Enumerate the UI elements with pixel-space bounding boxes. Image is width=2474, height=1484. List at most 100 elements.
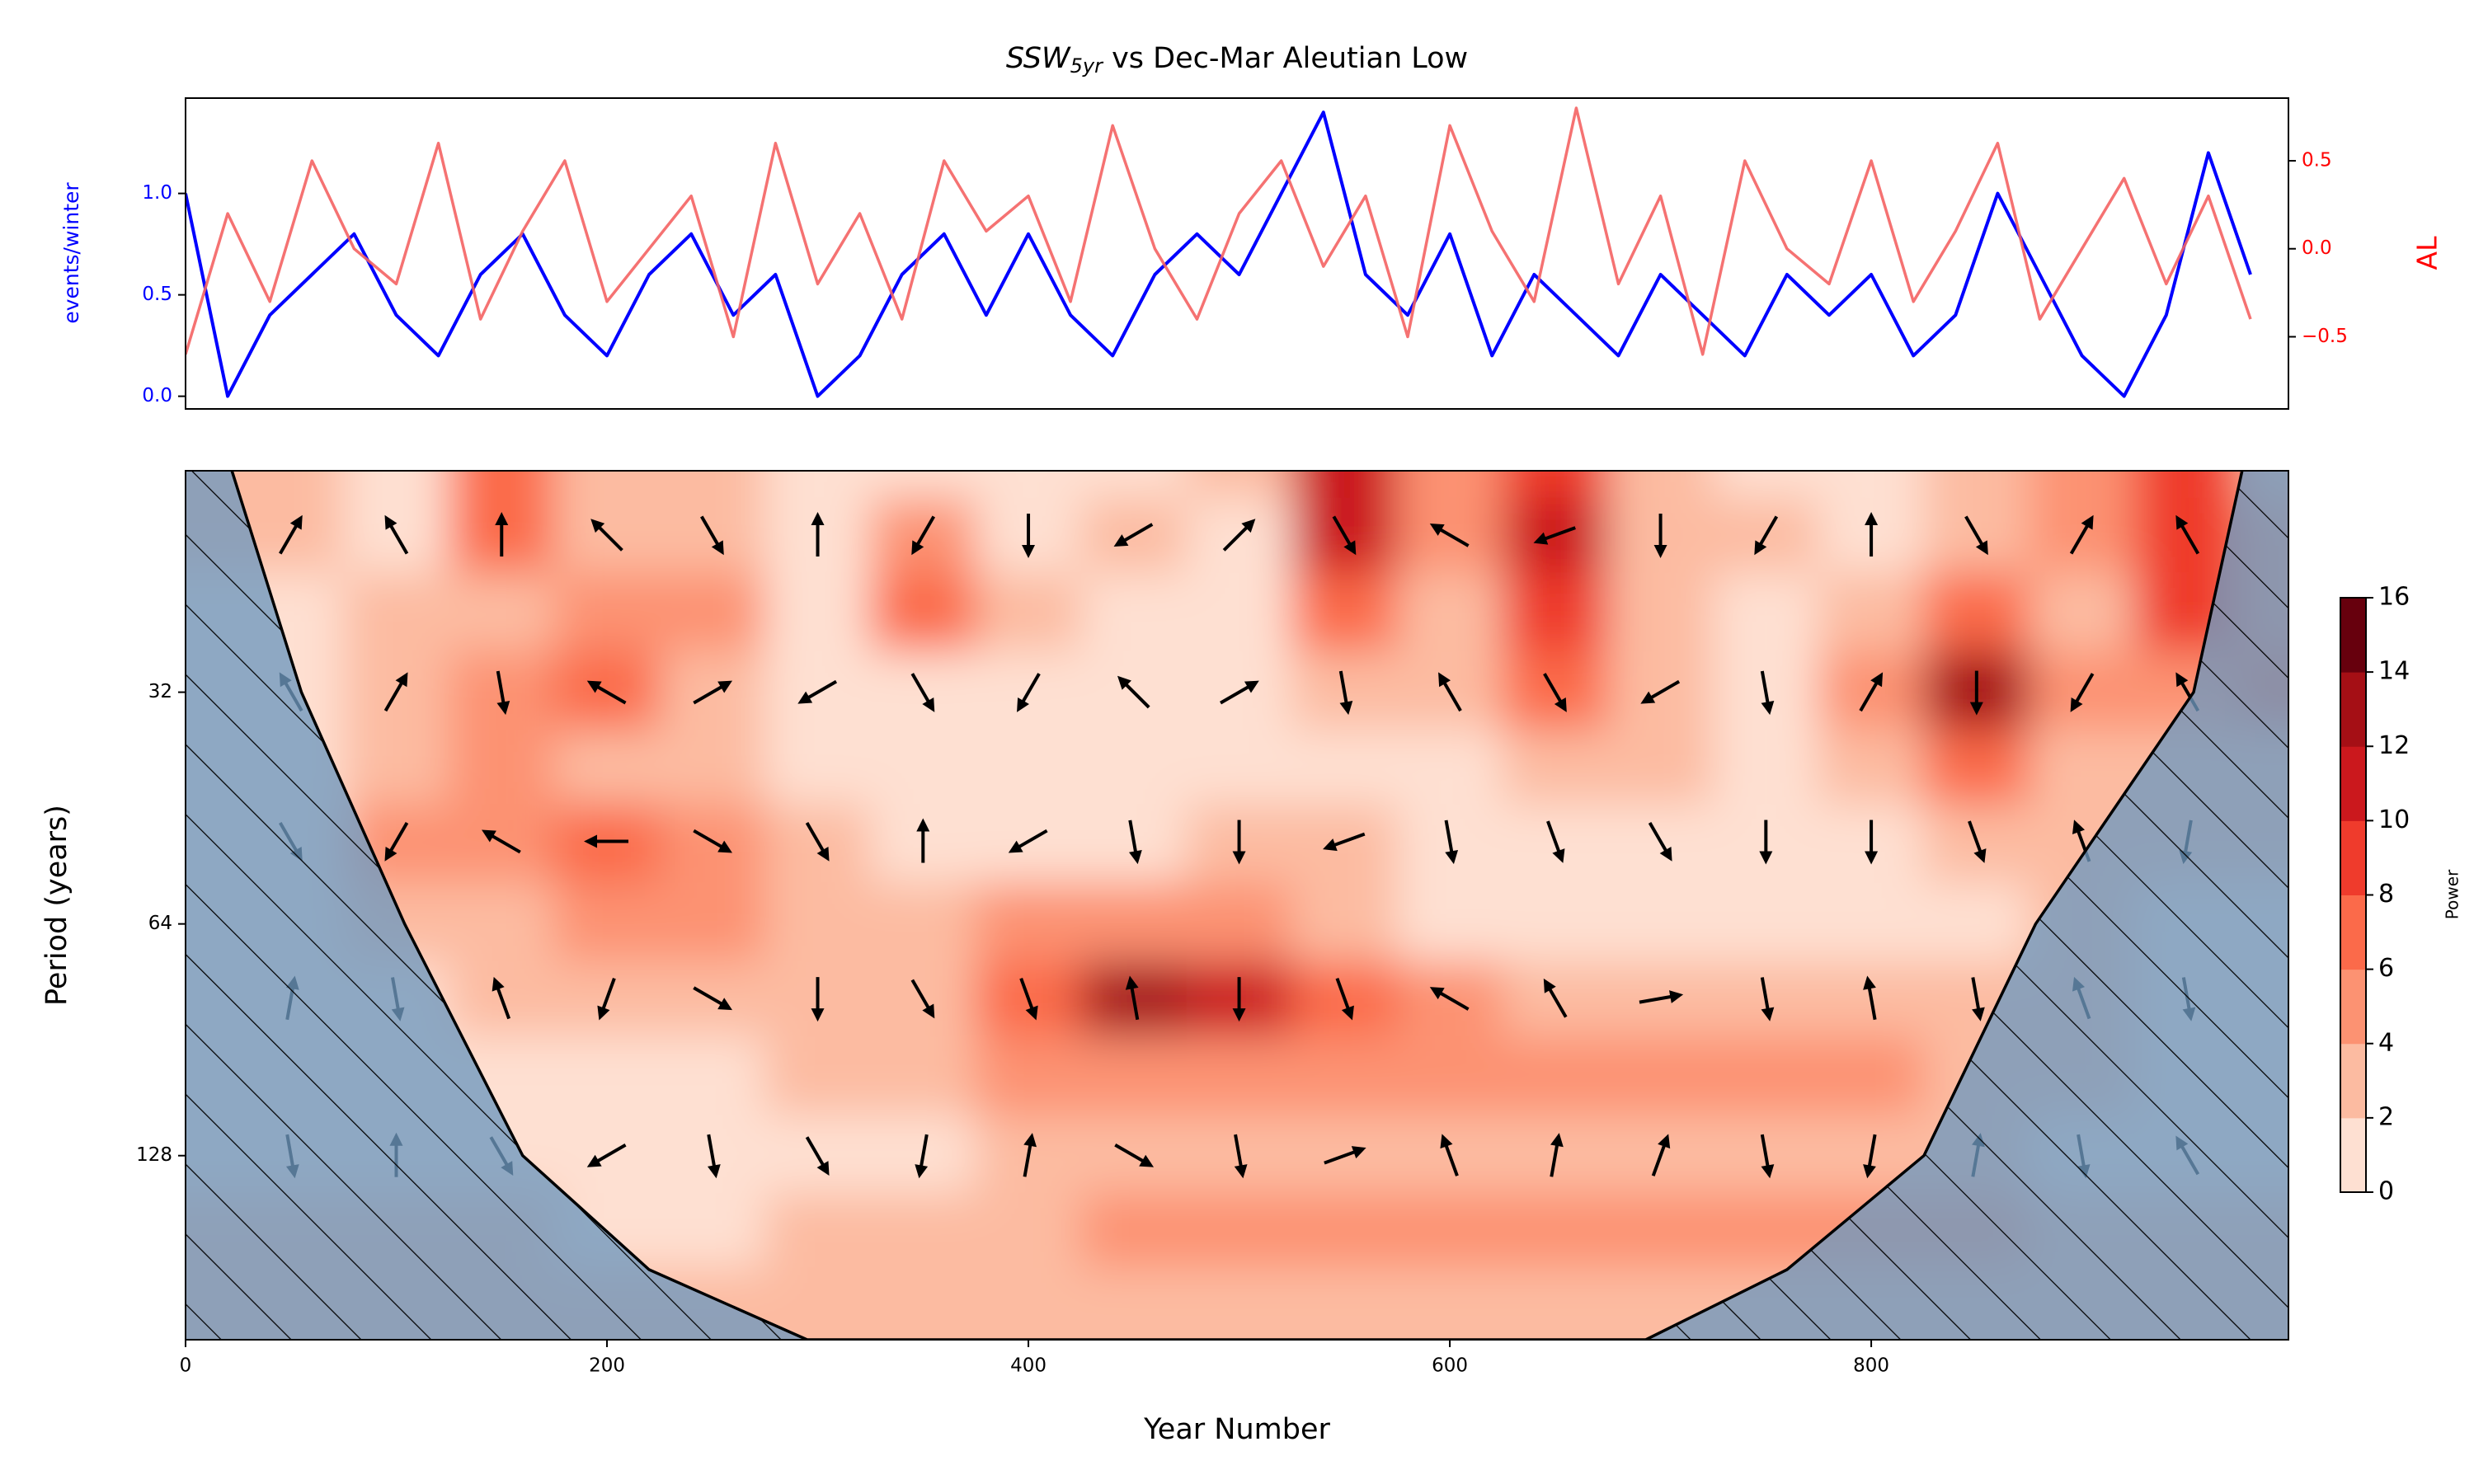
colorbar-tick-label: 2 — [2378, 1102, 2394, 1131]
power-cell — [1502, 882, 1609, 962]
arrow-head — [1017, 697, 1029, 712]
power-cell — [1502, 1036, 1609, 1115]
colorbar-tick-label: 0 — [2378, 1177, 2394, 1206]
phase-arrow — [1760, 977, 1775, 1021]
arrow-shaft — [1222, 524, 1250, 552]
phase-arrow — [1865, 819, 1879, 865]
power-cell — [659, 1192, 766, 1268]
arrow-head — [922, 1003, 935, 1019]
phase-arrow — [2070, 673, 2095, 712]
phase-arrow — [584, 834, 629, 848]
power-cell — [1502, 1267, 1609, 1340]
arrow-head — [496, 701, 510, 716]
arrow-shaft — [1859, 679, 1879, 712]
arrow-head — [1863, 1164, 1876, 1179]
arrow-head — [811, 1008, 825, 1022]
phase-arrow — [482, 829, 521, 854]
arrow-head — [1863, 975, 1876, 990]
title-rest: vs Dec-Mar Aleutian Low — [1103, 42, 1468, 75]
power-cell — [1607, 729, 1714, 805]
arrow-head — [1022, 545, 1036, 559]
plot-area — [186, 106, 2252, 398]
arrow-head — [1870, 672, 1884, 688]
power-cell — [1080, 572, 1188, 652]
phase-arrow — [916, 818, 930, 863]
arrow-shaft — [1651, 1142, 1667, 1176]
arrow-head — [1533, 532, 1549, 545]
phase-arrow — [1968, 820, 1987, 863]
phase-arrow — [1546, 820, 1565, 863]
arrow-shaft — [1338, 670, 1349, 706]
arrow-head — [797, 691, 813, 704]
arrow-shaft — [1648, 679, 1681, 701]
power-cell — [449, 804, 555, 884]
phase-arrow — [811, 977, 825, 1022]
arrow-head — [1865, 512, 1879, 526]
colorbar-tick-label: 14 — [2378, 657, 2410, 686]
colorbar-tick-label: 6 — [2378, 954, 2394, 983]
power-cell — [554, 572, 661, 652]
y-tick-label: 32 — [148, 681, 172, 702]
arrow-shaft — [1020, 673, 1041, 705]
phase-arrow — [693, 829, 733, 853]
arrow-shaft — [1437, 527, 1470, 547]
arrow-head — [911, 540, 924, 556]
power-cell — [343, 572, 449, 652]
power-cell — [870, 729, 976, 805]
colorbar-band — [2340, 746, 2366, 821]
power-cell — [554, 1036, 661, 1115]
arrow-head — [1969, 702, 1983, 716]
arrow-shaft — [1019, 978, 1035, 1012]
arrow-shaft — [595, 1143, 627, 1164]
arrow-shaft — [1757, 515, 1779, 547]
power-cell — [1397, 572, 1503, 652]
power-cell — [1291, 804, 1398, 884]
coi-line — [230, 471, 2244, 1340]
arrow-shaft — [388, 523, 409, 555]
arrow-head — [1232, 1008, 1246, 1022]
arrow-head — [395, 672, 408, 688]
arrow-head — [1234, 1164, 1248, 1179]
power-cell — [1923, 471, 2030, 499]
phase-arrow — [915, 1134, 929, 1179]
plot-area — [186, 471, 2288, 1340]
phase-arrow — [1865, 512, 1879, 557]
power-cell — [2134, 471, 2241, 499]
phase-arrow — [1859, 672, 1884, 712]
phase-arrow — [1220, 680, 1259, 705]
arrow-shaft — [693, 829, 725, 850]
arrow-head — [1351, 1146, 1366, 1159]
x-tick-label: 400 — [1010, 1355, 1047, 1377]
power-cell — [1186, 882, 1292, 962]
arrow-shaft — [383, 679, 405, 712]
phase-arrow — [1008, 829, 1048, 853]
power-cell — [1713, 1036, 1819, 1115]
power-cell — [1186, 572, 1292, 652]
phase-arrow — [1023, 1133, 1037, 1177]
power-cell — [1818, 882, 1925, 962]
title-sub: 5yr — [1070, 54, 1104, 77]
power-cell — [659, 572, 766, 652]
arrow-shaft — [1971, 977, 1981, 1012]
power-cell — [1818, 1036, 1925, 1115]
arrow-shaft — [595, 683, 627, 705]
power-cell — [1818, 471, 1925, 499]
coi-hatch — [186, 471, 2288, 1340]
arrow-shaft — [1443, 1142, 1459, 1176]
arrow-shaft — [1542, 526, 1576, 542]
phase-arrow — [1335, 978, 1354, 1021]
arrow-shaft — [805, 1136, 826, 1168]
power-cell — [1923, 729, 2030, 805]
phase-arrow — [492, 976, 511, 1020]
phase-arrow — [1444, 819, 1459, 865]
power-cell — [976, 729, 1082, 805]
power-cell — [1502, 471, 1609, 499]
series-line — [186, 106, 2252, 356]
arrow-shaft — [279, 523, 299, 555]
phase-arrow — [693, 680, 733, 705]
power-cell — [870, 1036, 976, 1115]
arrow-head — [1973, 848, 1987, 863]
power-cell — [2029, 729, 2135, 805]
